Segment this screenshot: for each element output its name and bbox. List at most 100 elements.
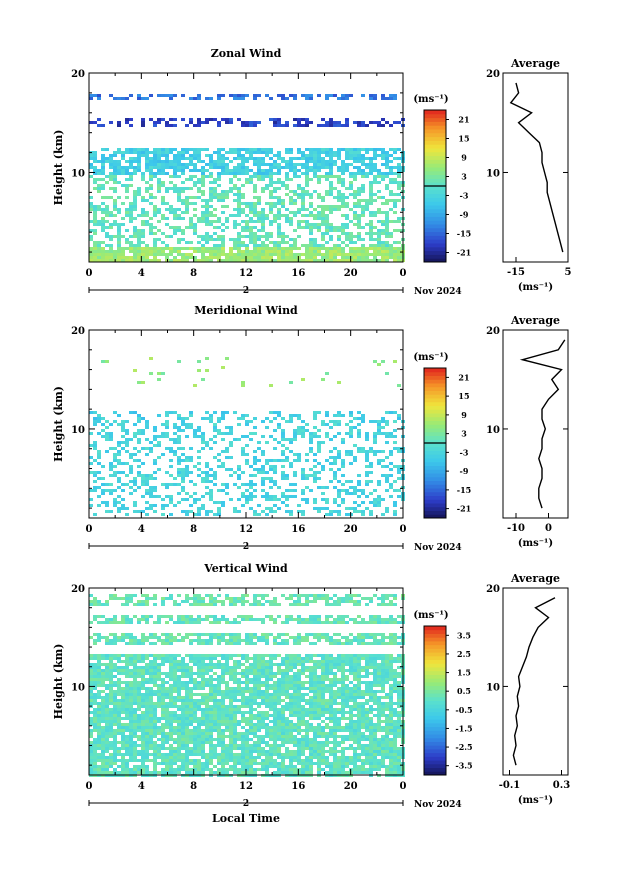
- heatmap-cell: [369, 121, 373, 124]
- heatmap-cell: [177, 157, 181, 160]
- heatmap-cell: [113, 223, 117, 226]
- heatmap-cell: [117, 681, 121, 684]
- heatmap-cell: [101, 696, 105, 699]
- heatmap-cell: [357, 190, 361, 193]
- heatmap-cell: [201, 639, 205, 642]
- heatmap-cell: [153, 690, 157, 693]
- heatmap-cell: [165, 202, 169, 205]
- heatmap-cell: [205, 492, 209, 495]
- heatmap-cell: [205, 259, 209, 262]
- heatmap-cell: [197, 603, 201, 606]
- heatmap-cell: [121, 669, 125, 672]
- heatmap-cell: [249, 229, 253, 232]
- heatmap-cell: [173, 711, 177, 714]
- colorbar-segment: [424, 113, 446, 119]
- heatmap-cell: [93, 205, 97, 208]
- heatmap-cell: [125, 178, 129, 181]
- heatmap-cell: [333, 501, 337, 504]
- heatmap-cell: [389, 220, 393, 223]
- y-axis-label: Height (km): [52, 386, 65, 462]
- heatmap-cell: [249, 639, 253, 642]
- heatmap-cell: [125, 636, 129, 639]
- heatmap-cell: [129, 657, 133, 660]
- heatmap-cell: [225, 594, 229, 597]
- heatmap-cell: [221, 247, 225, 250]
- heatmap-cell: [153, 232, 157, 235]
- heatmap-cell: [121, 753, 125, 756]
- heatmap-cell: [169, 597, 173, 600]
- heatmap-cell: [361, 172, 365, 175]
- heatmap-cell: [217, 513, 221, 516]
- heatmap-cell: [229, 94, 233, 97]
- heatmap-cell: [177, 693, 181, 696]
- heatmap-cell: [385, 223, 389, 226]
- heatmap-cell: [337, 208, 341, 211]
- heatmap-cell: [313, 223, 317, 226]
- heatmap-cell: [213, 744, 217, 747]
- heatmap-cell: [169, 690, 173, 693]
- heatmap-cell: [241, 657, 245, 660]
- heatmap-cell: [165, 759, 169, 762]
- heatmap-cell: [169, 226, 173, 229]
- heatmap-cell: [361, 187, 365, 190]
- heatmap-cell: [193, 711, 197, 714]
- heatmap-cell: [349, 480, 353, 483]
- heatmap-cell: [317, 163, 321, 166]
- heatmap-cell: [101, 717, 105, 720]
- heatmap-cell: [385, 244, 389, 247]
- heatmap-cell: [113, 447, 117, 450]
- heatmap-cell: [265, 169, 269, 172]
- heatmap-cell: [101, 211, 105, 214]
- heatmap-cell: [153, 157, 157, 160]
- heatmap-cell: [173, 717, 177, 720]
- heatmap-cell: [109, 702, 113, 705]
- heatmap-cell: [221, 160, 225, 163]
- heatmap-cell: [177, 717, 181, 720]
- heatmap-cell: [181, 711, 185, 714]
- heatmap-cell: [141, 633, 145, 636]
- heatmap-cell: [261, 477, 265, 480]
- heatmap-cell: [293, 118, 297, 121]
- heatmap-cell: [293, 241, 297, 244]
- heatmap-cell: [185, 771, 189, 774]
- colorbar-tick-label: 15: [458, 391, 469, 401]
- heatmap-cell: [133, 660, 137, 663]
- heatmap-cell: [349, 181, 353, 184]
- heatmap-cell: [217, 636, 221, 639]
- heatmap-cell: [137, 250, 141, 253]
- heatmap-cell: [185, 717, 189, 720]
- heatmap-cell: [253, 432, 257, 435]
- heatmap-cell: [341, 459, 345, 462]
- heatmap-cell: [233, 639, 237, 642]
- heatmap-cell: [197, 729, 201, 732]
- heatmap-cell: [281, 202, 285, 205]
- heatmap-cell: [229, 714, 233, 717]
- heatmap-cell: [101, 729, 105, 732]
- heatmap-cell: [253, 241, 257, 244]
- heatmap-cell: [125, 187, 129, 190]
- heatmap-cell: [361, 208, 365, 211]
- heatmap-cell: [257, 229, 261, 232]
- heatmap-cell: [153, 462, 157, 465]
- heatmap-cell: [393, 166, 397, 169]
- heatmap-cell: [237, 223, 241, 226]
- heatmap-cell: [165, 753, 169, 756]
- heatmap-cell: [205, 474, 209, 477]
- heatmap-cell: [93, 714, 97, 717]
- heatmap-cell: [149, 151, 153, 154]
- heatmap-cell: [193, 232, 197, 235]
- heatmap-cell: [137, 693, 141, 696]
- heatmap-cell: [397, 247, 401, 250]
- heatmap-cell: [309, 432, 313, 435]
- heatmap-cell: [249, 603, 253, 606]
- heatmap-cell: [325, 160, 329, 163]
- heatmap-cell: [197, 169, 201, 172]
- heatmap-cell: [197, 94, 201, 97]
- heatmap-cell: [385, 226, 389, 229]
- heatmap-cell: [305, 214, 309, 217]
- heatmap-cell: [389, 450, 393, 453]
- x-tick-label: 20: [344, 524, 358, 535]
- colorbar-segment: [424, 136, 446, 141]
- heatmap-cell: [89, 462, 93, 465]
